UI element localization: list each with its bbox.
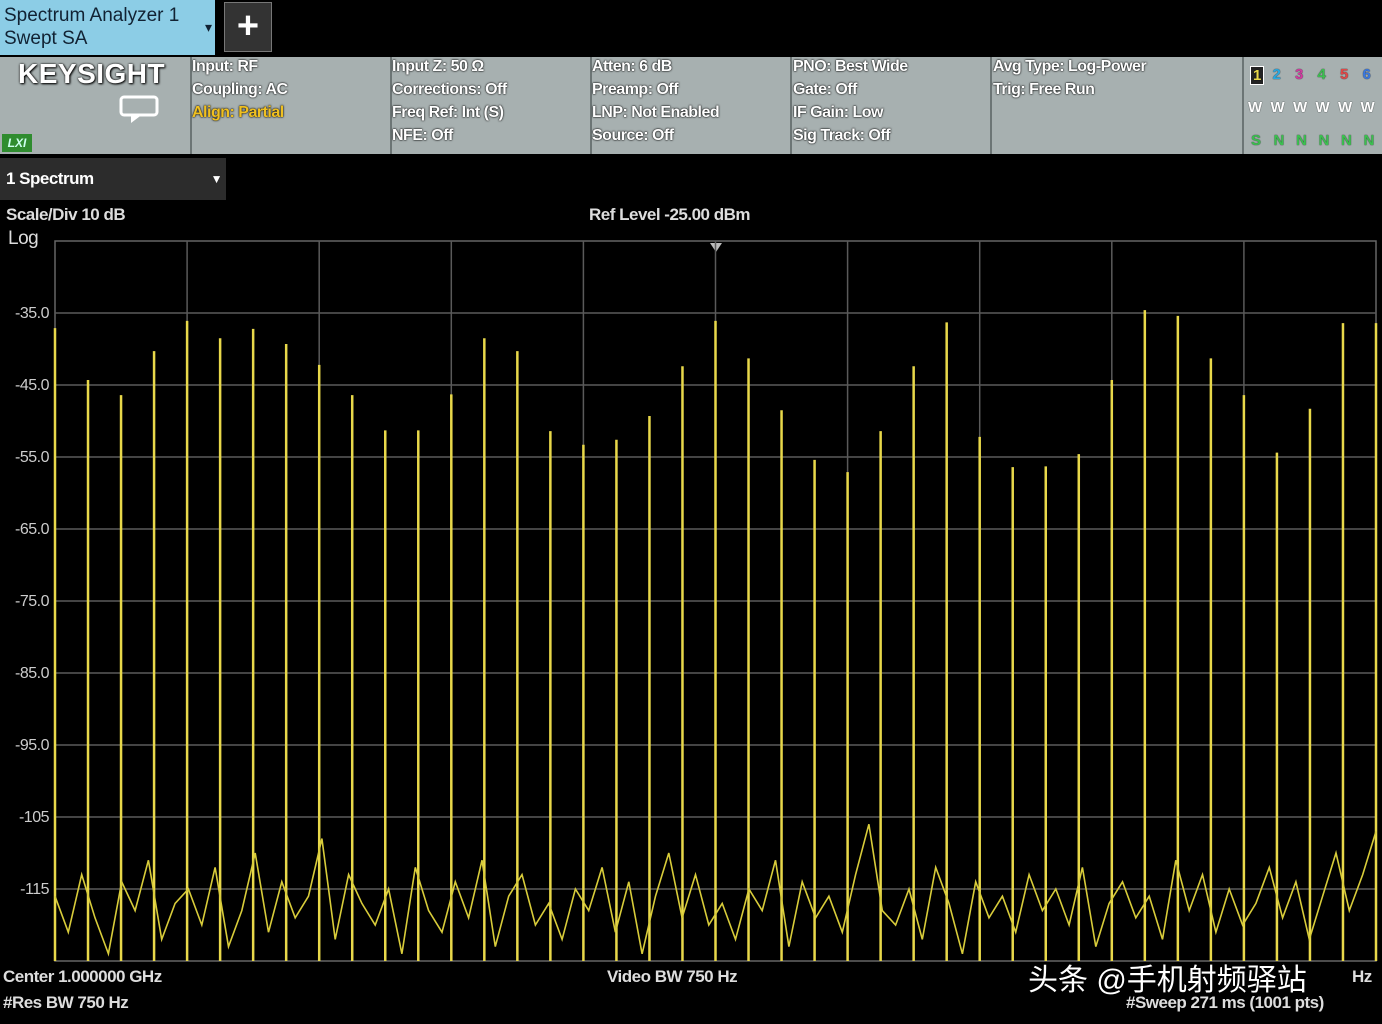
setting-text: Avg Type: Log-Power bbox=[993, 58, 1147, 75]
separator bbox=[990, 57, 992, 154]
y-tick-label: -75.0 bbox=[15, 593, 50, 610]
video-bw: Video BW 750 Hz bbox=[607, 967, 738, 986]
span-tail: Hz bbox=[1352, 967, 1372, 986]
y-tick-label: -105 bbox=[19, 809, 50, 826]
y-tick-label: -35.0 bbox=[15, 305, 50, 322]
y-tick-label: -85.0 bbox=[15, 665, 50, 682]
setting-text: Corrections: Off bbox=[392, 81, 507, 98]
trace-detector: N bbox=[1296, 132, 1307, 149]
sweep: #Sweep 271 ms (1001 pts) bbox=[1126, 993, 1324, 1012]
setting-text: Input: RF bbox=[192, 58, 258, 75]
trace-type: W bbox=[1338, 99, 1353, 116]
trace-type: W bbox=[1293, 99, 1308, 116]
scale-label: Scale/Div 10 dB bbox=[6, 205, 126, 224]
separator bbox=[790, 57, 792, 154]
setting-text: Freq Ref: Int (S) bbox=[392, 104, 504, 121]
settings-panel bbox=[0, 57, 1382, 154]
y-tick-label: -55.0 bbox=[15, 449, 50, 466]
y-tick-label: -115 bbox=[20, 881, 49, 898]
lxi-badge: LXI bbox=[2, 134, 32, 152]
trace-type: W bbox=[1315, 99, 1330, 116]
separator bbox=[190, 57, 192, 154]
trace-number[interactable]: 5 bbox=[1340, 66, 1349, 83]
setting-text: Input Z: 50 Ω bbox=[392, 58, 484, 75]
icon-tail bbox=[131, 114, 141, 123]
setting-text: Trig: Free Run bbox=[993, 81, 1095, 98]
trace-type: W bbox=[1270, 99, 1285, 116]
y-tick-label: -45.0 bbox=[15, 377, 50, 394]
brand-logo: KEYSIGHT bbox=[18, 58, 166, 89]
tab-line: Spectrum Analyzer 1 bbox=[4, 5, 180, 26]
tab-line: Swept SA bbox=[4, 28, 88, 49]
trace-detector: S bbox=[1251, 132, 1262, 149]
setting-text: Sig Track: Off bbox=[793, 127, 891, 144]
mode-tab[interactable]: Spectrum Analyzer 1 Swept SA bbox=[0, 0, 215, 55]
setting-text: IF Gain: Low bbox=[793, 104, 884, 121]
watermark: 头条 @手机射频驿站 bbox=[1028, 964, 1307, 997]
trace-detector: N bbox=[1341, 132, 1352, 149]
trace-number[interactable]: 1 bbox=[1250, 66, 1265, 85]
y-tick-label: -95.0 bbox=[15, 737, 50, 754]
setting-text: Preamp: Off bbox=[592, 81, 679, 98]
setting-text: NFE: Off bbox=[392, 127, 453, 144]
scale-type: Log bbox=[8, 228, 39, 249]
trace-detector: N bbox=[1273, 132, 1285, 149]
separator bbox=[390, 57, 392, 154]
trace-type: W bbox=[1248, 99, 1263, 116]
center-freq: Center 1.000000 GHz bbox=[3, 967, 162, 986]
setting-text: PNO: Best Wide bbox=[793, 58, 908, 75]
res-bw: #Res BW 750 Hz bbox=[3, 993, 129, 1012]
separator bbox=[1242, 57, 1244, 154]
trace-number[interactable]: 3 bbox=[1295, 66, 1304, 83]
trace-number[interactable]: 2 bbox=[1272, 66, 1281, 83]
screen-icon[interactable] bbox=[118, 94, 162, 124]
trace-detector: N bbox=[1363, 132, 1375, 149]
add-button[interactable]: + bbox=[224, 2, 272, 52]
trace-type: W bbox=[1360, 99, 1375, 116]
trace-number[interactable]: 6 bbox=[1362, 66, 1371, 83]
setting-text: Coupling: AC bbox=[192, 81, 288, 98]
setting-text: Atten: 6 dB bbox=[592, 58, 672, 75]
setting-text: LNP: Not Enabled bbox=[592, 104, 720, 121]
separator bbox=[590, 57, 592, 154]
y-tick-label: -65.0 bbox=[15, 521, 50, 538]
trace-detector: N bbox=[1318, 132, 1330, 149]
setting-text: Align: Partial bbox=[192, 104, 284, 121]
ref-level: Ref Level -25.00 dBm bbox=[589, 205, 751, 224]
noise-trace bbox=[54, 823, 1377, 957]
setting-text: Source: Off bbox=[592, 127, 674, 144]
setting-text: Gate: Off bbox=[793, 81, 857, 98]
trace-number[interactable]: 4 bbox=[1317, 66, 1326, 83]
window-tab[interactable]: 1 Spectrum bbox=[0, 158, 226, 200]
